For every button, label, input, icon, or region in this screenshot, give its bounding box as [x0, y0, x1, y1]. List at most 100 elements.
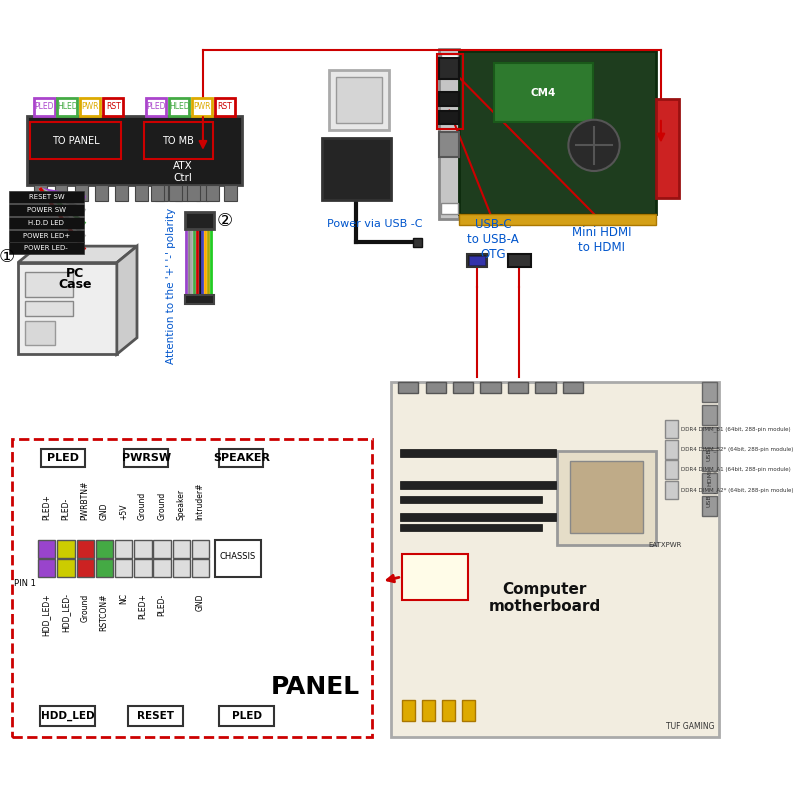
Text: PLED+: PLED+	[42, 494, 51, 520]
Bar	[413, 238, 422, 247]
Bar	[666, 420, 678, 438]
Text: USB-C
to USB-A
OTG: USB-C to USB-A OTG	[467, 218, 519, 262]
Bar	[185, 294, 214, 304]
Bar	[466, 254, 487, 267]
Bar	[459, 51, 656, 214]
Bar	[9, 242, 84, 254]
Bar	[58, 559, 74, 577]
Text: PANEL: PANEL	[271, 674, 360, 698]
Bar	[54, 185, 67, 202]
Bar	[666, 481, 678, 499]
Bar	[438, 54, 463, 129]
Text: Power via USB -C: Power via USB -C	[326, 219, 422, 229]
Bar	[96, 540, 113, 558]
Text: Case: Case	[58, 278, 91, 291]
Bar	[702, 382, 717, 402]
Bar	[656, 98, 679, 198]
Bar	[400, 496, 542, 503]
Text: DDR4 DIMM_B1 (64bit, 288-pin module): DDR4 DIMM_B1 (64bit, 288-pin module)	[681, 426, 790, 432]
Bar	[441, 203, 458, 214]
Text: Ground: Ground	[80, 594, 90, 622]
Bar	[400, 481, 555, 489]
Bar	[400, 524, 542, 531]
Bar	[402, 701, 414, 721]
Bar	[95, 185, 108, 202]
Bar	[192, 540, 210, 558]
Bar	[702, 496, 717, 516]
Text: TUF GAMING: TUF GAMING	[666, 722, 714, 730]
Text: Ground: Ground	[158, 492, 166, 520]
Bar	[124, 449, 168, 467]
Bar	[206, 185, 218, 202]
Text: USB: USB	[707, 449, 712, 462]
Text: ①: ①	[0, 248, 15, 266]
Bar	[390, 382, 718, 737]
Bar	[9, 191, 84, 203]
Bar	[224, 185, 237, 202]
Bar	[462, 701, 475, 721]
Text: HLED: HLED	[169, 102, 190, 111]
Bar	[187, 185, 200, 202]
Text: ATX
Ctrl: ATX Ctrl	[173, 161, 193, 182]
Bar	[441, 54, 458, 65]
Bar	[459, 214, 656, 225]
Bar	[169, 98, 190, 116]
Bar	[41, 449, 85, 467]
Bar	[481, 382, 501, 393]
Text: PLED: PLED	[34, 102, 54, 111]
Text: PLED-: PLED-	[61, 498, 70, 520]
Bar	[336, 77, 382, 123]
Bar	[173, 559, 190, 577]
Bar	[215, 98, 235, 116]
Text: HDD_LED: HDD_LED	[41, 711, 94, 721]
Bar	[508, 382, 528, 393]
Text: ②: ②	[217, 213, 233, 230]
Text: GND: GND	[99, 502, 109, 520]
Bar	[155, 185, 168, 202]
Bar	[77, 559, 94, 577]
Bar	[128, 706, 182, 726]
Text: PWR: PWR	[194, 102, 210, 111]
Text: CHASSIS: CHASSIS	[220, 552, 256, 561]
Bar	[402, 554, 468, 600]
Bar	[439, 92, 459, 106]
Bar	[150, 185, 163, 202]
Text: EATXPWR: EATXPWR	[649, 542, 682, 548]
Bar	[9, 230, 84, 242]
Bar	[173, 540, 190, 558]
Bar	[135, 185, 148, 202]
Bar	[144, 122, 213, 159]
Text: DDR4 DIMM_A1 (64bit, 288-pin module): DDR4 DIMM_A1 (64bit, 288-pin module)	[681, 466, 790, 473]
Bar	[442, 701, 455, 721]
Text: PLED: PLED	[47, 453, 79, 462]
Bar	[13, 439, 372, 737]
Text: RSTCON#: RSTCON#	[99, 594, 109, 630]
Text: RST: RST	[218, 102, 232, 111]
Bar	[74, 185, 87, 202]
Bar	[77, 540, 94, 558]
Bar	[439, 50, 459, 218]
Text: POWER SW: POWER SW	[27, 207, 66, 213]
Bar	[322, 138, 390, 200]
Bar	[40, 706, 95, 726]
Bar	[38, 540, 55, 558]
Bar	[330, 70, 389, 130]
Text: Computer
motherboard: Computer motherboard	[489, 582, 601, 614]
Bar	[192, 98, 212, 116]
Bar	[469, 256, 485, 266]
Text: PLED: PLED	[146, 102, 166, 111]
Bar	[702, 450, 717, 470]
Text: RESET: RESET	[137, 711, 174, 721]
Text: H.D.D LED: H.D.D LED	[28, 220, 64, 226]
Bar	[58, 540, 74, 558]
Bar	[215, 540, 261, 577]
Text: POWER LED+: POWER LED+	[22, 233, 70, 238]
Text: PC: PC	[66, 267, 84, 280]
Bar	[494, 63, 593, 122]
Bar	[185, 212, 214, 229]
Bar	[400, 513, 555, 521]
Bar	[563, 382, 583, 393]
Polygon shape	[117, 246, 137, 354]
Bar	[219, 449, 263, 467]
Bar	[535, 382, 555, 393]
